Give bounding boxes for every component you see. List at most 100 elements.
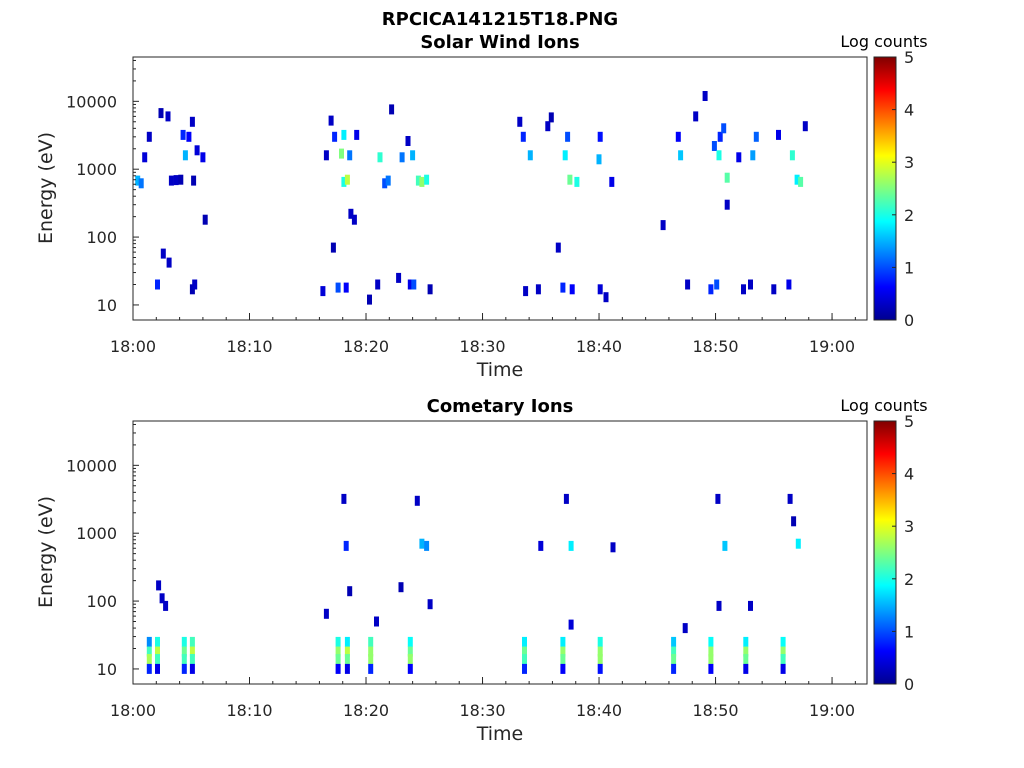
spectrogram-cell <box>158 108 164 119</box>
y-axis-label: Energy (eV) <box>35 132 57 244</box>
x-tick-label: 19:00 <box>809 701 855 720</box>
spectrogram-cell <box>569 284 575 295</box>
y-tick-label: 10000 <box>66 456 117 475</box>
spectrogram-cell <box>189 654 195 664</box>
x-tick-label: 18:10 <box>226 701 272 720</box>
spectrogram-cell <box>385 175 391 186</box>
spectrogram-cell <box>538 540 544 551</box>
x-tick-label: 18:50 <box>692 701 738 720</box>
spectrogram-cell <box>160 248 166 259</box>
colorbar-tick-label: 0 <box>904 311 914 330</box>
colorbar-tick-label: 1 <box>904 622 914 641</box>
spectrogram-cell <box>138 178 144 189</box>
spectrogram-cell <box>724 172 730 183</box>
spectrogram-cell <box>563 493 569 504</box>
x-tick-label: 19:00 <box>809 337 855 356</box>
spectrogram-cell <box>335 636 341 647</box>
spectrogram-cell <box>560 654 566 664</box>
colorbar-tick-label: 5 <box>904 412 914 431</box>
spectrogram-cell <box>660 220 666 231</box>
colorbar-tick-label: 4 <box>904 101 914 120</box>
spectrogram-cell <box>200 152 206 163</box>
spectrogram-cell <box>407 636 413 647</box>
spectrogram-cell <box>407 654 413 664</box>
spectrogram-cell <box>548 112 554 123</box>
spectrogram-cell <box>178 174 184 185</box>
spectrogram-cell <box>189 116 195 127</box>
spectrogram-cell <box>560 282 566 293</box>
spectrogram-cell <box>750 150 756 161</box>
spectrogram-cell <box>671 646 677 657</box>
y-tick-label: 10 <box>97 660 117 679</box>
spectrogram-cell <box>780 636 786 647</box>
spectrogram-cell <box>146 663 152 674</box>
spectrogram-cell <box>798 176 804 187</box>
spectrogram-cell <box>341 129 347 140</box>
spectrogram-cell <box>173 175 179 186</box>
spectrogram-cell <box>596 154 602 165</box>
spectrogram-cell <box>368 663 374 674</box>
spectrogram-cell <box>419 176 425 187</box>
spectrogram-cell <box>724 199 730 210</box>
y-tick-label: 100 <box>86 228 117 247</box>
spectrogram-cell <box>142 152 148 163</box>
spectrogram-cell <box>545 121 551 132</box>
spectrogram-cell <box>711 141 717 151</box>
spectrogram-cell <box>517 116 523 127</box>
spectrogram-cell <box>323 608 329 619</box>
spectrogram-cell <box>419 538 425 549</box>
spectrogram-cell <box>560 646 566 657</box>
colorbar-gradient <box>873 56 897 321</box>
y-tick-label: 100 <box>86 592 117 611</box>
spectrogram-cell <box>427 284 433 295</box>
spectrogram-cell <box>410 150 416 161</box>
spectrogram-cell <box>155 646 160 657</box>
spectrogram-cell <box>343 282 349 293</box>
spectrogram-cell <box>192 279 198 290</box>
spectrogram-cell <box>368 636 374 647</box>
spectrogram-cell <box>368 654 374 664</box>
spectrogram-cell <box>146 646 152 657</box>
spectrogram-cell <box>368 646 374 657</box>
spectrogram-cell <box>748 600 753 611</box>
spectrogram-cell <box>424 540 430 551</box>
spectrogram-cell <box>347 586 353 597</box>
spectrogram-cell <box>610 542 616 553</box>
spectrogram-cell <box>155 654 160 664</box>
spectrogram-cell <box>568 619 574 630</box>
spectrogram-cell <box>795 538 801 549</box>
spectrogram-cell <box>155 636 160 647</box>
spectrogram-cell <box>597 654 603 664</box>
spectrogram-cell <box>407 663 413 674</box>
y-tick-label: 1000 <box>76 524 117 543</box>
spectrogram-cell <box>787 493 793 504</box>
spectrogram-cell <box>405 136 411 146</box>
spectrogram-cell <box>189 663 195 674</box>
spectrogram-cell <box>568 540 574 551</box>
spectrogram-cell <box>555 242 561 253</box>
y-tick-label: 1000 <box>76 160 117 179</box>
spectrogram-cell <box>180 129 186 140</box>
spectrogram-cell <box>407 646 413 657</box>
spectrogram-cell <box>597 646 603 657</box>
spectrogram-cell <box>675 131 681 142</box>
x-axis: 18:00 18:10 18:20 18:30 18:40 18:50 19:00 <box>110 677 856 720</box>
x-tick-label: 18:40 <box>576 701 622 720</box>
spectrogram-cell <box>328 115 334 126</box>
colorbar-tick-label: 3 <box>904 517 914 536</box>
spectrogram-cell <box>335 646 341 657</box>
x-tick-label: 18:20 <box>343 701 389 720</box>
spectrogram-cell <box>332 131 338 142</box>
spectrogram-cell <box>375 279 381 290</box>
spectrogram-cell <box>522 646 527 657</box>
x-axis: 18:00 18:10 18:20 18:30 18:40 18:50 19:00 <box>110 313 856 356</box>
spectrogram-cell <box>374 616 379 627</box>
plot-frame <box>132 420 868 685</box>
spectrogram-cell <box>786 279 792 290</box>
spectrogram-cell <box>194 145 200 156</box>
spectrogram-cell <box>181 636 187 647</box>
spectrogram-cell <box>347 150 353 161</box>
spectrogram-cell <box>708 636 714 647</box>
spectrogram-cell <box>354 129 360 140</box>
spectrogram-cell <box>794 174 800 185</box>
